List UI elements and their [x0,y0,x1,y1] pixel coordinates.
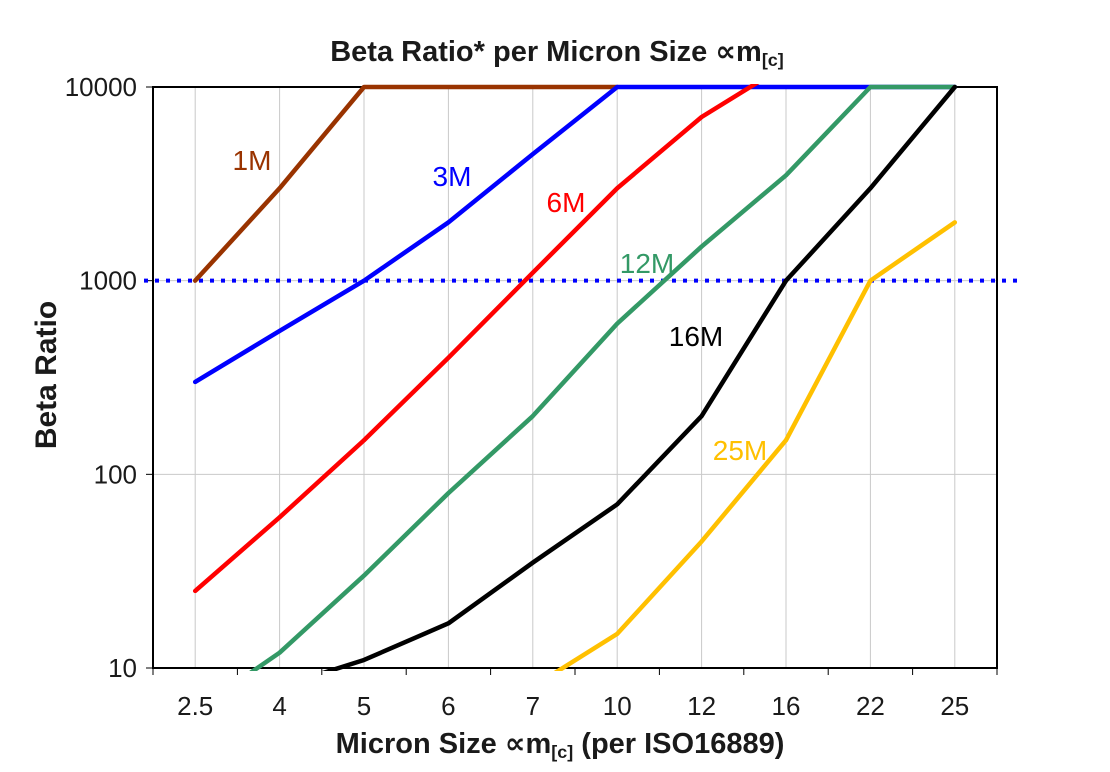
series-line-6M [192,84,760,594]
x-axis-title-text: Micron Size [335,728,505,760]
y-axis-title: Beta Ratio [30,300,63,450]
series-line-3M [192,84,958,385]
x-axis-title-subscript: [c] [551,742,574,763]
y-tick-label-10000: 10000 [65,72,137,102]
series-label-25M: 25M [713,435,767,466]
x-tick-label-10: 10 [603,691,632,721]
x-tick-label-7: 7 [526,691,540,721]
series-label-16M: 16M [669,321,723,352]
x-tick-label-5: 5 [357,691,371,721]
x-tick-label-25: 25 [940,691,969,721]
x-axis-title-suffix: (per ISO16889) [573,728,785,760]
x-tick-label-4: 4 [272,691,286,721]
chart-title-symbol: ∝m [715,36,762,68]
chart-title-text: Beta Ratio* per Micron Size [330,36,716,68]
series-line-16M [321,84,958,671]
chart-title-subscript: [c] [761,50,784,71]
series-line-1M [192,84,620,283]
series-label-1M: 1M [233,145,272,176]
x-axis-title-symbol: ∝m [504,728,552,760]
series-label-3M: 3M [433,161,472,192]
series-label-12M: 12M [620,248,674,279]
series-label-6M: 6M [547,187,586,218]
x-tick-label-6: 6 [441,691,455,721]
x-tick-label-16: 16 [772,691,801,721]
axis-ticks [146,86,998,675]
x-tick-label-2.5: 2.5 [177,691,213,721]
series-line-25M [553,220,958,671]
x-tick-label-22: 22 [856,691,885,721]
y-tick-label-10: 10 [108,653,137,683]
y-tick-label-100: 100 [94,459,137,489]
series-lines [192,84,958,671]
x-tick-label-12: 12 [687,691,716,721]
x-axis-title: Micron Size ∝m[c] (per ISO16889) [335,726,785,763]
gridlines [153,87,997,668]
series-line-12M [249,84,958,671]
y-tick-label-1000: 1000 [79,266,137,296]
chart-title: Beta Ratio* per Micron Size ∝m[c] [330,34,784,71]
